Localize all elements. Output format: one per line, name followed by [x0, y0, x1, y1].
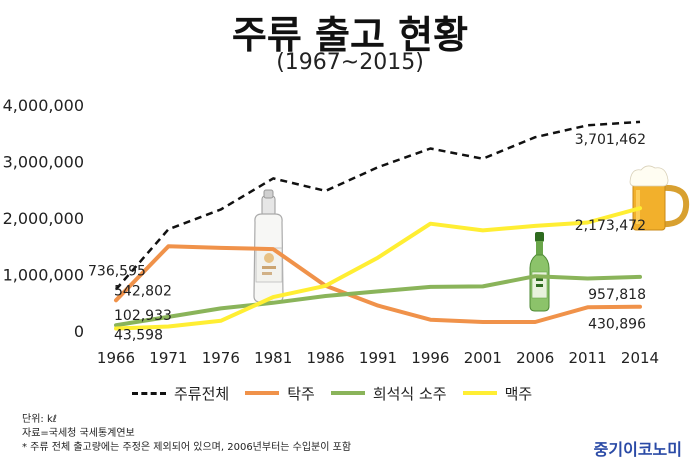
y-tick-label: 4,000,000: [3, 96, 84, 115]
data-label: 3,701,462: [575, 132, 646, 148]
beer-mug-icon: [629, 165, 690, 231]
data-labels: 736,595 542,802 102,933 43,598 3,701,462 2,17…: [88, 132, 646, 344]
legend: 주류전체 탁주 희석식 소주 맥주: [132, 381, 548, 405]
series-line-3: [114, 206, 642, 331]
chart-title: 주류 출고 현황: [231, 13, 469, 57]
legend-item-soju: 희석식 소주: [330, 383, 447, 404]
x-tick-label: 1991: [359, 349, 397, 367]
data-label: 2,173,472: [575, 218, 646, 234]
data-label: 102,933: [114, 308, 172, 324]
legend-swatch-takju: [245, 391, 280, 395]
data-label: 957,818: [588, 287, 646, 303]
x-tick-label: 2001: [464, 349, 502, 367]
y-tick-label: 3,000,000: [3, 153, 84, 172]
y-tick-label: 0: [74, 322, 84, 341]
source-note: 자료=국세청 국세통계연보: [22, 428, 135, 439]
x-tick-label: 1986: [307, 349, 345, 367]
x-tick-label: 1976: [202, 349, 240, 367]
x-tick-label: 2011: [569, 349, 607, 367]
y-tick-label: 1,000,000: [3, 266, 84, 285]
x-tick-label: 1966: [97, 349, 135, 367]
data-label: 736,595: [88, 263, 146, 279]
legend-label-soju: 희석식 소주: [372, 384, 447, 403]
legend-swatch-soju: [330, 391, 365, 395]
x-tick-label: 1981: [254, 349, 292, 367]
y-axis: 4,000,000 3,000,000 2,000,000 1,000,000 0: [3, 96, 84, 341]
soju-bottle-icon: [529, 232, 550, 312]
legend-swatch-beer: [462, 391, 497, 395]
data-label: 43,598: [114, 328, 163, 344]
chart-subtitle: (1967~2015): [276, 50, 424, 75]
makgeolli-bottle-icon: [253, 189, 284, 303]
legend-item-beer: 맥주: [462, 383, 533, 404]
legend-label-takju: 탁주: [287, 384, 315, 403]
x-axis: 1966 1971 1976 1981 1986 1991 1996 2001 2006 2011…: [97, 349, 659, 367]
data-label: 542,802: [114, 283, 172, 299]
legend-item-total: 주류전체: [132, 383, 229, 404]
series-layer: [114, 120, 642, 331]
unit-note: 단위: kℓ: [22, 414, 57, 425]
legend-item-takju: 탁주: [245, 383, 315, 404]
data-label: 430,896: [588, 317, 646, 333]
x-tick-label: 2006: [516, 349, 554, 367]
legend-label-beer: 맥주: [504, 384, 533, 403]
x-tick-label: 1996: [411, 349, 449, 367]
series-line-1: [114, 244, 642, 324]
footnote: * 주류 전체 출고량에는 주정은 제외되어 있으며, 2006년부터는 수입분…: [22, 442, 352, 453]
x-tick-label: 1971: [149, 349, 187, 367]
series-line-0: [115, 120, 641, 291]
source-notes: 단위: kℓ 자료=국세청 국세통계연보 * 주류 전체 출고량에는 주정은 제…: [22, 413, 351, 455]
series-line-2: [114, 274, 642, 328]
brand-logo: 중기이코노미: [593, 440, 682, 459]
legend-label-total: 주류전체: [174, 384, 230, 403]
y-tick-label: 2,000,000: [3, 209, 84, 228]
x-tick-label: 2014: [621, 349, 659, 367]
legend-swatch-total: [132, 391, 166, 395]
